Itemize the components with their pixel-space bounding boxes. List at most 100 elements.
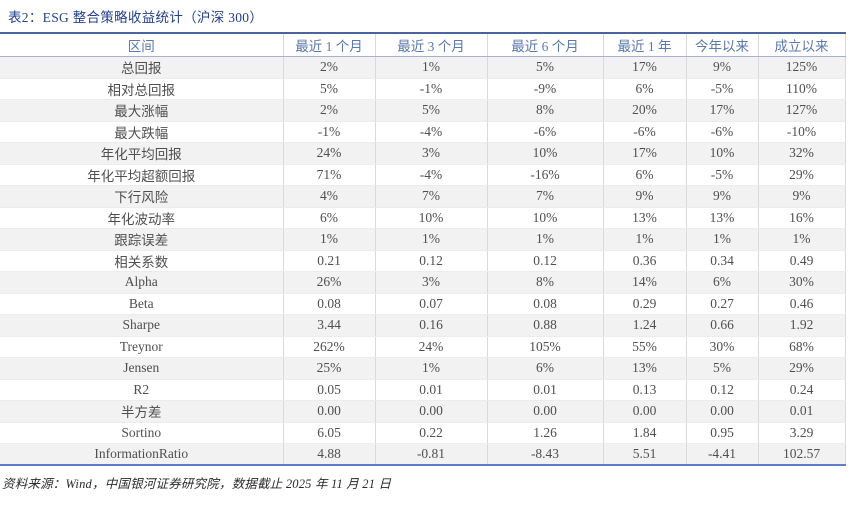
column-header: 成立以来 xyxy=(758,33,846,57)
row-label: 相关系数 xyxy=(0,250,284,272)
cell-value: 17% xyxy=(686,99,759,122)
cell-value: 1.26 xyxy=(487,422,604,444)
row-label: Alpha xyxy=(0,271,284,294)
cell-value: 7% xyxy=(375,185,488,208)
row-label: 年化平均回报 xyxy=(0,142,284,165)
cell-value: 0.95 xyxy=(686,422,759,444)
cell-value: 1% xyxy=(487,228,604,251)
cell-value: 16% xyxy=(758,207,846,229)
cell-value: 13% xyxy=(603,207,687,229)
table-row: Jensen 25% 1% 6% 13% 5% 29% xyxy=(0,357,846,380)
column-header: 区间 xyxy=(0,33,284,57)
table-row: 跟踪误差 1% 1% 1% 1% 1% 1% xyxy=(0,228,846,251)
row-label: 最大跌幅 xyxy=(0,121,284,143)
cell-value: 0.00 xyxy=(283,400,376,423)
row-label: R2 xyxy=(0,379,284,401)
cell-value: 0.24 xyxy=(758,379,846,401)
cell-value: -10% xyxy=(758,121,846,143)
table-row: InformationRatio 4.88 -0.81 -8.43 5.51 -4.41 1… xyxy=(0,443,846,466)
row-label: Sharpe xyxy=(0,314,284,337)
table-row: 下行风险 4% 7% 7% 9% 9% 9% xyxy=(0,185,846,208)
cell-value: -6% xyxy=(603,121,687,143)
cell-value: -16% xyxy=(487,164,604,186)
cell-value: 3.44 xyxy=(283,314,376,337)
cell-value: 7% xyxy=(487,185,604,208)
row-label: Treynor xyxy=(0,336,284,358)
cell-value: 9% xyxy=(758,185,846,208)
row-label: Sortino xyxy=(0,422,284,444)
cell-value: -9% xyxy=(487,78,604,100)
header-row: 区间 最近 1 个月 最近 3 个月 最近 6 个月 最近 1 年今年以来 成立以来 xyxy=(0,33,846,57)
cell-value: 0.12 xyxy=(487,250,604,272)
row-label: 下行风险 xyxy=(0,185,284,208)
cell-value: 17% xyxy=(603,56,687,79)
row-label: 年化波动率 xyxy=(0,207,284,229)
cell-value: 0.13 xyxy=(603,379,687,401)
table-body: 总回报 2% 1% 5% 17% 9% 125% 相对总回报 5% -1% -9% 6% -5% 110%… xyxy=(0,56,846,466)
cell-value: 0.05 xyxy=(283,379,376,401)
row-label: Jensen xyxy=(0,357,284,380)
table-row: Sharpe 3.44 0.16 0.88 1.24 0.66 1.92 xyxy=(0,314,846,337)
cell-value: -6% xyxy=(487,121,604,143)
cell-value: 0.46 xyxy=(758,293,846,315)
cell-value: 30% xyxy=(758,271,846,294)
cell-value: 9% xyxy=(603,185,687,208)
cell-value: 6% xyxy=(686,271,759,294)
cell-value: 5% xyxy=(487,56,604,79)
cell-value: -0.81 xyxy=(375,443,488,466)
table-row: 总回报 2% 1% 5% 17% 9% 125% xyxy=(0,56,846,79)
table-row: 半方差 0.00 0.00 0.00 0.00 0.00 0.01 xyxy=(0,400,846,423)
cell-value: 1% xyxy=(375,56,488,79)
cell-value: -1% xyxy=(283,121,376,143)
column-header: 最近 6 个月 xyxy=(487,33,604,57)
row-label: InformationRatio xyxy=(0,443,284,466)
cell-value: 68% xyxy=(758,336,846,358)
cell-value: 17% xyxy=(603,142,687,165)
cell-value: -5% xyxy=(686,164,759,186)
column-header: 今年以来 xyxy=(686,33,759,57)
cell-value: 262% xyxy=(283,336,376,358)
table-row: 相对总回报 5% -1% -9% 6% -5% 110% xyxy=(0,78,846,100)
cell-value: 2% xyxy=(283,56,376,79)
cell-value: 1% xyxy=(375,228,488,251)
cell-value: 0.29 xyxy=(603,293,687,315)
cell-value: 3% xyxy=(375,271,488,294)
table-row: Alpha 26% 3% 8% 14% 6% 30% xyxy=(0,271,846,294)
cell-value: 1.24 xyxy=(603,314,687,337)
cell-value: 1% xyxy=(686,228,759,251)
cell-value: 0.01 xyxy=(758,400,846,423)
cell-value: 0.36 xyxy=(603,250,687,272)
row-label: 相对总回报 xyxy=(0,78,284,100)
cell-value: 4% xyxy=(283,185,376,208)
cell-value: 0.01 xyxy=(375,379,488,401)
source-note: 资料来源：Wind，中国银河证券研究院，数据截止 2025 年 11 月 21 … xyxy=(2,477,392,491)
table-row: 年化平均超额回报 71% -4% -16% 6% -5% 29% xyxy=(0,164,846,186)
cell-value: 102.57 xyxy=(758,443,846,466)
cell-value: 1.92 xyxy=(758,314,846,337)
cell-value: 29% xyxy=(758,357,846,380)
cell-value: 0.27 xyxy=(686,293,759,315)
row-label: 总回报 xyxy=(0,56,284,79)
cell-value: 0.66 xyxy=(686,314,759,337)
table-title: 表2：ESG 整合策略收益统计（沪深 300） xyxy=(8,10,264,25)
cell-value: 8% xyxy=(487,99,604,122)
cell-value: 6% xyxy=(487,357,604,380)
cell-value: 0.01 xyxy=(487,379,604,401)
cell-value: 6% xyxy=(283,207,376,229)
cell-value: 9% xyxy=(686,56,759,79)
cell-value: 2% xyxy=(283,99,376,122)
cell-value: 0.00 xyxy=(603,400,687,423)
cell-value: 0.21 xyxy=(283,250,376,272)
row-label: 半方差 xyxy=(0,400,284,423)
column-header: 最近 1 个月 xyxy=(283,33,376,57)
cell-value: 0.16 xyxy=(375,314,488,337)
cell-value: 0.88 xyxy=(487,314,604,337)
cell-value: 29% xyxy=(758,164,846,186)
cell-value: -4.41 xyxy=(686,443,759,466)
cell-value: 25% xyxy=(283,357,376,380)
cell-value: 5% xyxy=(686,357,759,380)
table-row: 最大涨幅 2% 5% 8% 20% 17% 127% xyxy=(0,99,846,122)
cell-value: 105% xyxy=(487,336,604,358)
cell-value: 24% xyxy=(283,142,376,165)
